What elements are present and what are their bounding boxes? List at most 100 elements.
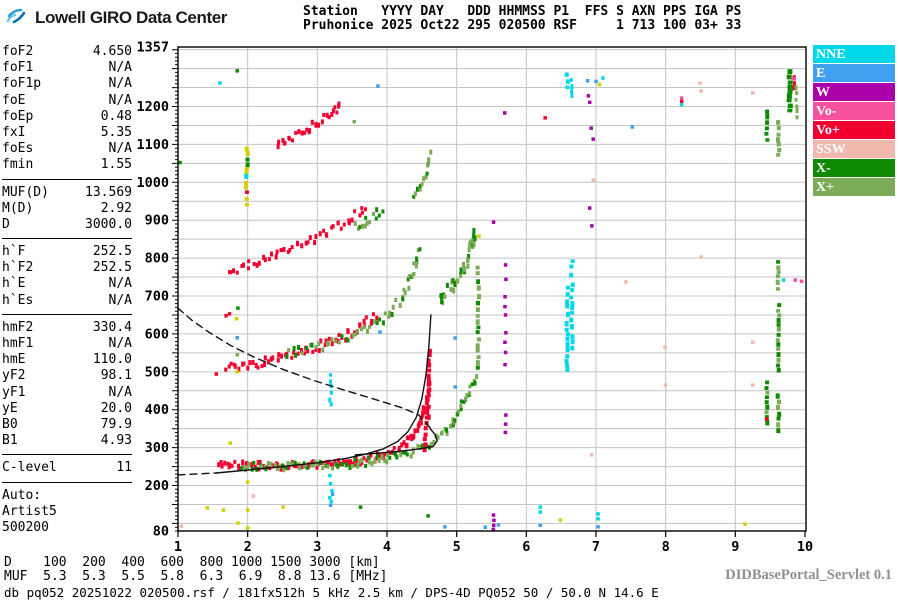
- station-header-line2: Pruhonice 2025 Oct22 295 020500 RSF 1 71…: [303, 17, 742, 33]
- parameter-row: foEs N/A: [2, 141, 132, 157]
- y-axis-tick-label: 1100: [136, 137, 169, 153]
- parameter-value: N/A: [108, 336, 132, 351]
- legend-item-voplus: Vo+: [813, 120, 895, 139]
- parameter-label: yF1: [2, 384, 26, 400]
- parameter-label: foF1p: [2, 76, 42, 92]
- y-axis-tick-label: 300: [145, 440, 169, 456]
- parameter-row: h`E N/A: [2, 276, 132, 292]
- parameter-value: 4.650: [92, 44, 132, 59]
- echo-direction-legend: NNE E W Vo- Vo+ SSW X- X+: [813, 44, 895, 196]
- parameter-label: fmin: [2, 157, 34, 173]
- x-axis-tick-label: 9: [731, 539, 739, 555]
- parameter-label: B0: [2, 416, 18, 432]
- parameter-label: fxI: [2, 124, 26, 140]
- parameter-label: h`F2: [2, 260, 34, 276]
- parameter-value: 5.35: [100, 124, 132, 140]
- muf-table-muf-row: MUF 5.3 5.3 5.5 5.8 6.3 6.9 8.8 13.6 [MH…: [4, 569, 388, 584]
- parameter-label: h`F: [2, 244, 26, 260]
- parameter-value: 252.5: [92, 260, 132, 276]
- parameter-row: fxI 5.35: [2, 125, 132, 141]
- brand-title: Lowell GIRO Data Center: [35, 7, 228, 27]
- y-axis-tick-label: 700: [145, 289, 169, 305]
- o-trace-fit: [215, 314, 432, 474]
- fitted-curves: [177, 307, 438, 476]
- echo-traces: [178, 69, 804, 532]
- y-axis-tick-label: 500: [145, 364, 169, 380]
- parameter-panel: foF2 4.650 foF1 N/A foF1p N/A foE N/A foEp 0.48 fx…: [2, 44, 132, 536]
- plot-border: [177, 46, 807, 532]
- parameter-label: foF2: [2, 44, 34, 59]
- legend-item-vominus: Vo-: [813, 101, 895, 120]
- parameter-label: foEp: [2, 108, 34, 124]
- legend-item-xminus: X-: [813, 158, 895, 177]
- y-axis-tick-label: 1200: [136, 99, 169, 115]
- parameter-value: 11: [116, 460, 132, 476]
- y-axis-tick-label: 80: [153, 524, 169, 540]
- parameter-label: D: [2, 216, 10, 232]
- parameter-value: N/A: [108, 92, 132, 108]
- parameter-label: h`E: [2, 276, 26, 292]
- measurement-info-line: db pq052 20251022 020500.rsf / 181fx512h…: [4, 585, 659, 600]
- parameter-value: N/A: [108, 292, 132, 308]
- x-axis-tick-label: 6: [522, 539, 530, 555]
- servlet-version-label: DIDBasePortal_Servlet 0.1: [725, 567, 892, 583]
- legend-item-ssw: SSW: [813, 139, 895, 158]
- parameter-row: M(D) 2.92: [2, 201, 132, 217]
- grid: [178, 47, 805, 531]
- parameter-label: M(D): [2, 200, 34, 216]
- parameter-row: hmF2 330.4: [2, 320, 132, 336]
- parameter-label: foF1: [2, 60, 34, 76]
- y-axis-tick-label: 800: [145, 251, 169, 267]
- parameter-value: N/A: [108, 141, 132, 157]
- parameter-row: h`F 252.5: [2, 244, 132, 260]
- parameter-label: foE: [2, 92, 26, 108]
- parameter-label: C-level: [2, 460, 57, 476]
- giro-wave-icon: [6, 5, 30, 30]
- x-axis-tick-label: 4: [383, 539, 391, 555]
- y-axis-tick-label: 900: [145, 213, 169, 229]
- parameter-row: B1 4.93: [2, 433, 132, 449]
- x-axis-tick-label: 8: [662, 539, 670, 555]
- y-axis-tick-label: 400: [145, 402, 169, 418]
- parameter-label: hmF2: [2, 319, 34, 335]
- parameter-row: yF1 N/A: [2, 385, 132, 401]
- parameter-label: foEs: [2, 141, 34, 157]
- parameter-row: foF1p N/A: [2, 76, 132, 92]
- parameter-value: 110.0: [92, 352, 132, 368]
- parameter-value: 0.48: [100, 108, 132, 124]
- panel-separator: [2, 454, 132, 456]
- trace-baseline: [177, 472, 217, 476]
- station-header-line1: Station YYYY DAY DDD HHMMSS P1 FFS S AXN…: [303, 4, 742, 19]
- station-header: Station YYYY DAY DDD HHMMSS P1 FFS S AXN…: [303, 5, 741, 32]
- parameter-value: 13.569: [85, 184, 132, 200]
- parameter-label: Artist5: [2, 503, 57, 519]
- parameter-label: h`Es: [2, 292, 34, 308]
- profile-nose: [354, 428, 438, 456]
- x-axis-tick-label: 5: [453, 539, 461, 555]
- legend-item-w: W: [813, 82, 895, 101]
- muf-transmission-curve: [177, 307, 431, 429]
- parameter-row: hmE 110.0: [2, 352, 132, 368]
- panel-separator: [2, 238, 132, 240]
- parameter-label: yE: [2, 400, 18, 416]
- muf-table-d-row: D 100 200 400 600 800 1000 1500 3000 [km…: [4, 555, 380, 570]
- parameter-value: 1.55: [100, 157, 132, 173]
- x-axis-tick-label: 3: [313, 539, 321, 555]
- parameter-value: N/A: [108, 60, 132, 76]
- parameter-label: B1: [2, 433, 18, 449]
- parameter-row: 500200: [2, 520, 132, 536]
- parameter-row: h`Es N/A: [2, 293, 132, 309]
- y-axis-tick-label: 1357: [136, 40, 169, 56]
- parameter-row: Auto:: [2, 488, 132, 504]
- parameter-value: 330.4: [92, 319, 132, 335]
- parameter-row: B0 79.9: [2, 417, 132, 433]
- brand-header: Lowell GIRO Data Center: [6, 5, 227, 30]
- x-axis-tick-label: 1: [174, 539, 182, 555]
- parameter-row: Artist5: [2, 504, 132, 520]
- parameter-row: hmF1 N/A: [2, 336, 132, 352]
- parameter-row: yE 20.0: [2, 401, 132, 417]
- parameter-row: MUF(D) 13.569: [2, 185, 132, 201]
- panel-separator: [2, 481, 132, 483]
